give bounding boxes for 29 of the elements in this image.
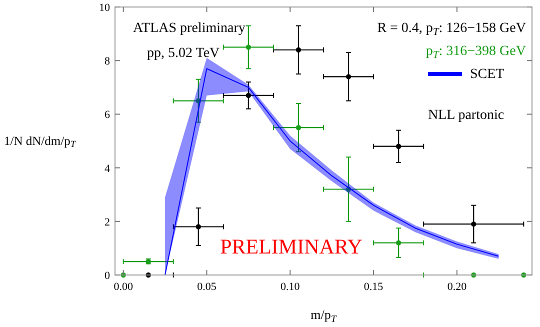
point	[246, 44, 252, 50]
x-tick-label: 0.05	[197, 281, 217, 293]
annotation: PRELIMINARY	[220, 234, 362, 259]
point	[296, 125, 302, 130]
y-tick-label: 2	[104, 216, 110, 228]
y-tick-label: 10	[99, 2, 110, 14]
x-tick-label: 0.00	[114, 281, 134, 293]
point	[246, 92, 252, 98]
y-tick-label: 6	[104, 109, 110, 122]
y-tick-label: 8	[104, 56, 110, 68]
point	[471, 221, 476, 227]
text: R = 0.4, p$_{T}$: 126−158 GeV	[377, 21, 526, 38]
y-tick-label: 0	[104, 270, 110, 282]
y-tick-label: 4	[104, 162, 110, 175]
y-axis-title: 1/N dN/dm/p$_{T}$	[4, 134, 76, 150]
text: p$_{T}$: 316−398 GeV	[426, 44, 526, 61]
point	[196, 224, 201, 230]
x-tick-label: 0.10	[280, 281, 300, 293]
point	[296, 47, 302, 52]
legend-label: SCET	[470, 67, 505, 82]
annotation: ATLAS preliminary	[133, 21, 246, 36]
point	[346, 74, 352, 80]
x-tick-label: 0.15	[364, 281, 384, 293]
annotation: pp, 5.02 TeV	[147, 46, 220, 61]
point	[396, 240, 402, 246]
annotation: NLL partonic	[428, 108, 504, 123]
x-tick-label: 0.20	[447, 281, 468, 293]
x-axis-title: m/p$_{T}$	[310, 307, 337, 324]
point	[396, 144, 402, 149]
